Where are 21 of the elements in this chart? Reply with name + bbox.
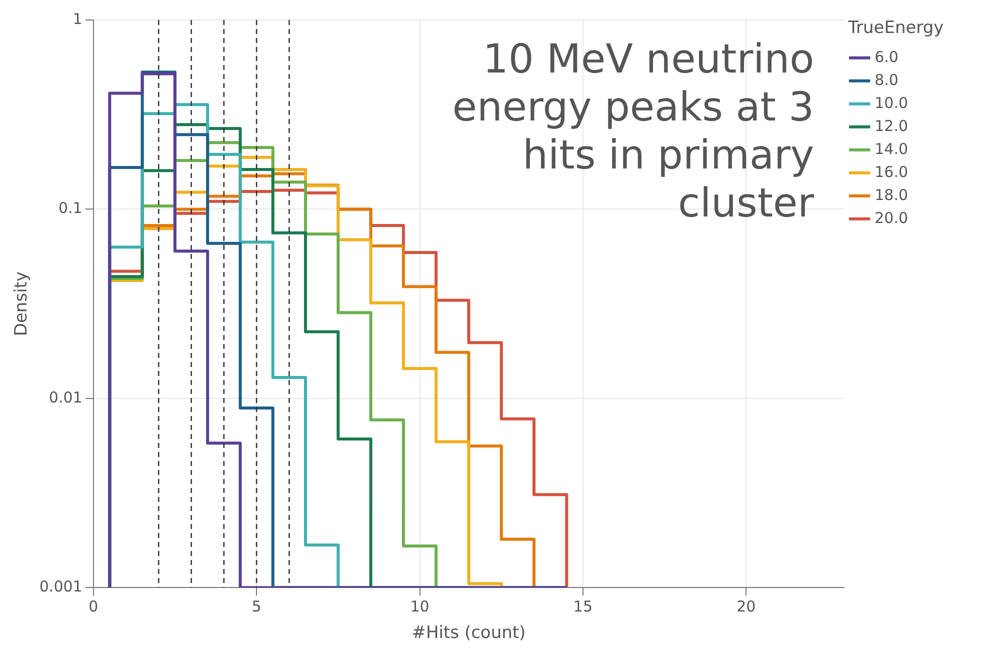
y-axis-title: Density bbox=[12, 271, 32, 336]
x-tick-label: 0 bbox=[88, 597, 98, 616]
legend-label: 20.0 bbox=[874, 208, 908, 227]
y-tick-label: 0.001 bbox=[39, 577, 82, 596]
legend-label: 14.0 bbox=[874, 140, 908, 158]
legend-title: TrueEnergy bbox=[847, 18, 944, 38]
annotation: 10 MeV neutrino energy peaks at 3 hits in primary cluster bbox=[452, 36, 815, 226]
y-tick-label: 1 bbox=[72, 10, 82, 28]
legend-label: 6.0 bbox=[874, 48, 898, 66]
legend-label: 12.0 bbox=[874, 116, 908, 135]
y-tick-label: 0.1 bbox=[58, 199, 82, 218]
y-tick-label: 0.01 bbox=[48, 388, 82, 406]
x-tick-label: 10 bbox=[410, 597, 430, 616]
x-tick-label: 20 bbox=[736, 597, 756, 616]
x-tick-label: 5 bbox=[252, 597, 262, 616]
legend-label: 10.0 bbox=[874, 94, 908, 112]
legend-label: 18.0 bbox=[874, 186, 908, 204]
x-tick-label: 15 bbox=[573, 597, 593, 616]
legend-label: 8.0 bbox=[874, 70, 898, 89]
x-axis-title: #Hits (count) bbox=[412, 623, 526, 644]
legend-label: 16.0 bbox=[874, 162, 908, 181]
